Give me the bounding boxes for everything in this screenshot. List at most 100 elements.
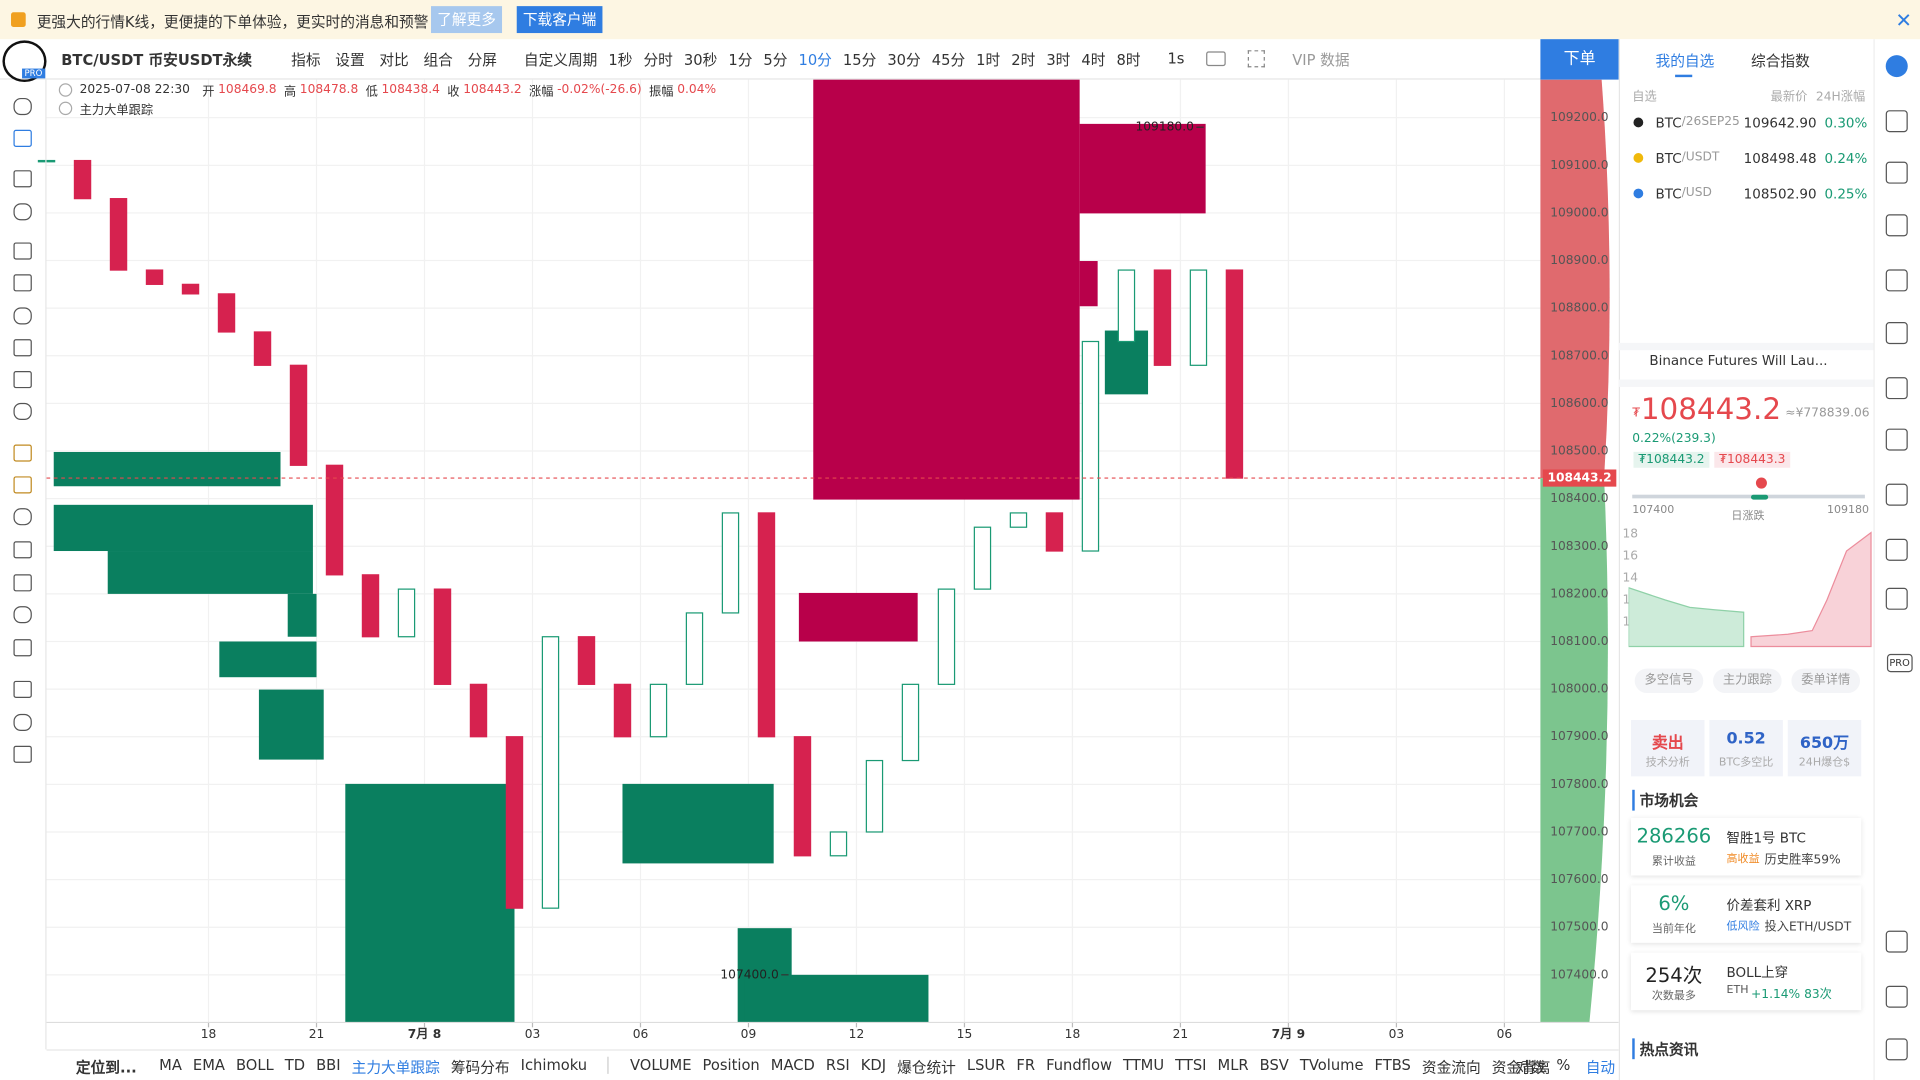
side-icon-label[interactable]: PRO [1886,653,1913,673]
watch-row[interactable]: BTC/26SEP25 [1656,115,1740,131]
tool-icon[interactable] [13,129,32,147]
indicator-button[interactable]: TTSI [1175,1056,1207,1074]
indicator-button[interactable]: 资金背离 [1491,1059,1551,1077]
interval-button[interactable]: 1时 [976,50,1001,68]
tool-icon[interactable] [13,639,32,657]
indicator-button[interactable]: BBI [316,1056,341,1074]
interval-button[interactable]: 3时 [1046,50,1071,68]
tool-icon[interactable] [13,508,32,526]
indicator-button[interactable]: FTBS [1374,1056,1411,1074]
tool-icon[interactable] [13,574,32,592]
tool-icon[interactable] [13,713,32,732]
tool-button[interactable]: 设置 [335,50,365,68]
banner-button[interactable]: 了解更多 [431,6,503,34]
indicator-button[interactable]: EMA [192,1056,225,1074]
opportunity-card[interactable] [1631,952,1862,1011]
indicator-button[interactable]: LSUR [966,1056,1006,1074]
interval-button[interactable]: 1秒 [608,50,633,68]
indicator-button[interactable]: FR [1016,1056,1036,1074]
tool-icon[interactable] [13,339,32,357]
tool-icon[interactable] [13,274,32,292]
tool-icon[interactable] [13,476,32,494]
indicator-button[interactable]: TTMU [1122,1056,1165,1074]
news-ticker[interactable]: Binance Futures Will Lau... [1649,352,1828,369]
tool-button[interactable]: 分屏 [467,50,497,68]
opportunity-card[interactable] [1631,817,1862,876]
tool-icon[interactable] [13,97,32,116]
tool-icon[interactable] [13,307,32,325]
interval-button[interactable]: 2时 [1011,50,1036,68]
interval-button[interactable]: 30秒 [683,50,718,68]
banner-button[interactable]: 下载客户端 [516,6,603,34]
indicator-button[interactable]: MA [159,1056,182,1074]
interval-button[interactable]: 30分 [887,50,921,68]
tool-icon[interactable] [13,745,32,763]
close-button[interactable]: ✕ [1895,8,1912,32]
tool-icon[interactable] [13,203,32,221]
indicator-button[interactable]: 主力大单跟踪 [351,1059,440,1077]
interval-button[interactable]: 10分 [798,50,832,68]
tool-icon[interactable] [13,680,32,698]
indicator-button[interactable]: BSV [1259,1056,1289,1074]
tool-icon[interactable] [13,371,32,389]
axis-option[interactable]: 对数 [1515,1059,1546,1077]
interval-button[interactable]: 45分 [931,50,966,68]
opportunity-card[interactable] [1631,885,1862,943]
axis-option[interactable]: % [1556,1056,1571,1074]
interval-button[interactable]: 8时 [1116,50,1141,68]
interval-button[interactable]: 分时 [643,50,673,68]
side-icon[interactable] [1885,483,1908,506]
indicator-button[interactable]: Position [702,1056,760,1074]
vip-button[interactable]: VIP 数据 [1292,50,1350,68]
interval-button[interactable]: 1分 [728,50,753,68]
tool-icon[interactable] [13,170,32,188]
indicator-button[interactable]: 资金流向 [1421,1059,1481,1077]
tool-button[interactable]: 对比 [379,50,409,68]
side-icon[interactable] [1885,110,1908,133]
interval-button[interactable]: 5分 [763,50,788,68]
tool-icon[interactable] [13,444,32,462]
tool-icon[interactable] [13,402,32,420]
side-icon[interactable] [1885,322,1908,345]
watch-row[interactable]: BTC/USD [1656,186,1712,202]
side-icon[interactable] [1885,214,1908,237]
indicator-button[interactable]: KDJ [860,1056,887,1074]
indicator-button[interactable]: Fundflow [1046,1056,1112,1074]
indicator-button[interactable]: VOLUME [629,1056,692,1074]
indicator-button[interactable]: MLR [1217,1056,1249,1074]
side-icon[interactable] [1885,377,1908,400]
side-icon[interactable] [1885,1038,1908,1061]
tool-icon[interactable] [13,541,32,559]
indicator-button[interactable]: RSI [825,1056,850,1074]
tool-button[interactable]: 指标 [291,50,321,68]
side-icon[interactable] [1885,930,1908,953]
axis-option[interactable]: 自动 [1585,1059,1616,1077]
app-icon[interactable] [1885,55,1908,78]
seconds-button[interactable]: 1s [1167,50,1185,68]
signal-button[interactable]: 多空信号 [1634,668,1704,694]
side-icon[interactable] [1885,428,1908,451]
indicator-button[interactable]: Ichimoku [520,1056,588,1074]
side-icon[interactable] [1885,161,1908,184]
locate-button[interactable]: 定位到... [75,1059,137,1077]
indicator-button[interactable]: TVolume [1299,1056,1364,1074]
indicator-button[interactable]: BOLL [235,1056,274,1074]
interval-button[interactable]: 15分 [842,50,877,68]
side-icon[interactable] [1885,538,1908,561]
period-select[interactable]: 自定义周期 [523,50,598,68]
signal-button[interactable]: 主力跟踪 [1713,668,1782,694]
order-button[interactable]: 下单 [1540,39,1619,80]
indicator-button[interactable]: 爆仓统计 [897,1059,956,1077]
signal-button[interactable]: 委单详情 [1791,668,1860,694]
side-icon[interactable] [1885,985,1908,1008]
side-icon[interactable] [1885,269,1908,292]
panel-tab[interactable]: 我的自选 [1655,52,1715,70]
tool-icon[interactable] [13,242,32,260]
watch-row[interactable]: BTC/USDT [1656,151,1720,167]
tool-button[interactable]: 组合 [423,50,453,68]
indicator-button[interactable]: 筹码分布 [450,1059,510,1077]
indicator-button[interactable]: MACD [770,1056,815,1074]
tool-icon[interactable] [13,606,32,624]
panel-tab[interactable]: 综合指数 [1751,52,1810,70]
symbol[interactable]: BTC/USDT 币安USDT永续 [61,50,252,68]
